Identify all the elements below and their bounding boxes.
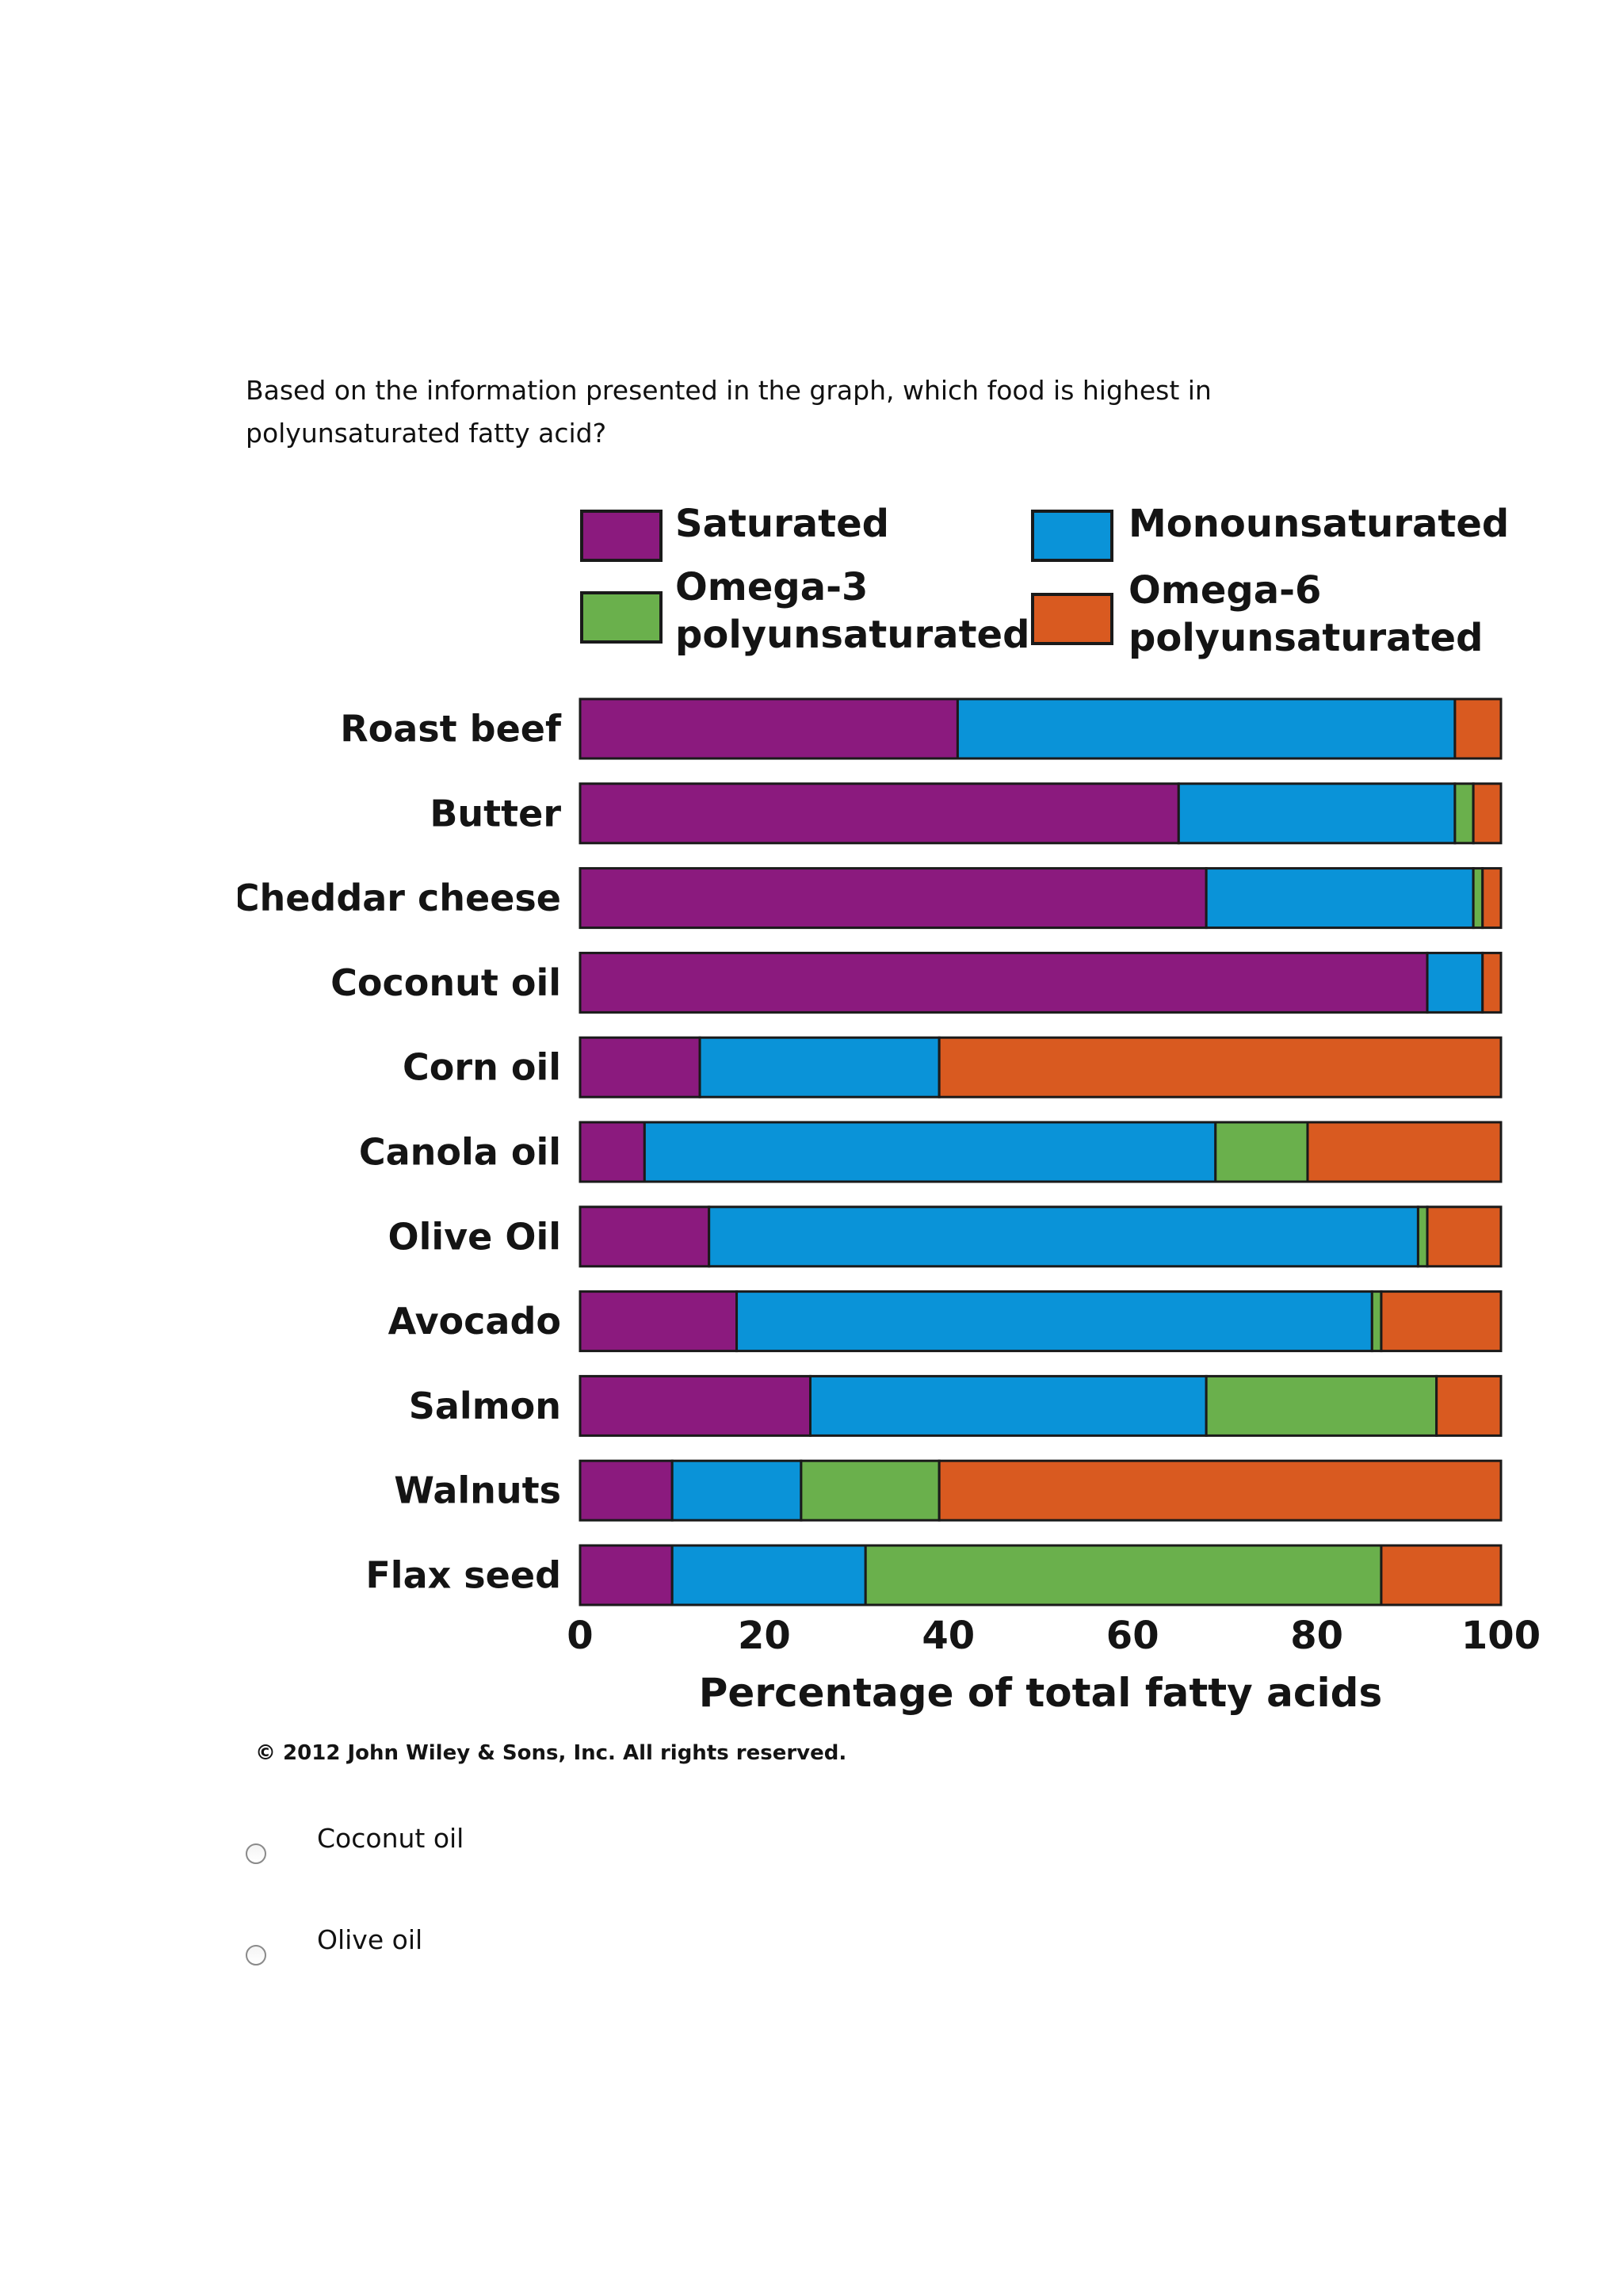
bar-segment: [864, 1544, 1383, 1606]
bar-segment: [579, 1374, 812, 1437]
category-label-6: Olive Oil: [388, 1215, 561, 1258]
legend-swatch-0: [580, 510, 663, 562]
legend-swatch-1: [1031, 510, 1113, 562]
bar-segment: [708, 1205, 1419, 1268]
bar-segment: [670, 1544, 867, 1606]
category-label-1: Butter: [430, 792, 561, 835]
bar-segment: [1205, 867, 1475, 930]
bar-segment: [1472, 867, 1484, 930]
bar-segment: [1481, 867, 1503, 930]
bar-segment: [1426, 1205, 1503, 1268]
bar-segment: [1205, 1374, 1438, 1437]
answer-label: Coconut oil: [317, 1823, 464, 1854]
legend-label-3: Omega-6 polyunsaturated: [1128, 568, 1483, 660]
radio-button[interactable]: [246, 1843, 266, 1864]
bar-segment: [670, 1459, 803, 1522]
category-label-2: Cheddar cheese: [238, 877, 561, 919]
bar-segment: [643, 1121, 1217, 1183]
legend-label-2: Omega-3 polyunsaturated: [675, 565, 1029, 657]
category-label-5: Canola oil: [359, 1131, 561, 1174]
bar-segment: [735, 1290, 1373, 1353]
answer-option-olive-oil[interactable]: Olive oil: [246, 1924, 422, 1966]
bar-segment: [579, 1036, 701, 1098]
category-label-4: Corn oil: [403, 1046, 561, 1089]
bar-segment: [1453, 782, 1475, 845]
legend-swatch-3: [1031, 593, 1113, 645]
category-label-3: Coconut oil: [330, 961, 561, 1004]
bar-segment: [800, 1459, 941, 1522]
x-tick-label-4: 80: [1290, 1614, 1343, 1658]
bar-segment: [579, 951, 1429, 1014]
answer-label: Olive oil: [317, 1924, 423, 1955]
legend-label-1: Monounsaturated: [1128, 502, 1509, 546]
x-tick-label-0: 0: [567, 1614, 593, 1658]
x-tick-label-5: 100: [1461, 1614, 1541, 1658]
bar-segment: [1370, 1290, 1383, 1353]
bar-segment: [938, 1036, 1503, 1098]
bar-segment: [1481, 951, 1503, 1014]
category-label-9: Walnuts: [394, 1469, 561, 1512]
x-tick-label-1: 20: [738, 1614, 791, 1658]
bar-segment: [1453, 697, 1503, 760]
bar-segment: [579, 697, 959, 760]
bar-segment: [1416, 1205, 1429, 1268]
x-tick-label-3: 60: [1106, 1614, 1159, 1658]
category-label-0: Roast beef: [340, 708, 562, 751]
bar-segment: [809, 1374, 1208, 1437]
bar-segment: [579, 1544, 674, 1606]
x-axis-label: Percentage of total fatty acids: [699, 1670, 1382, 1716]
category-label-7: Avocado: [388, 1300, 561, 1343]
legend-swatch-2: [580, 591, 663, 644]
bar-segment: [579, 1121, 646, 1183]
bar-segment: [1435, 1374, 1503, 1437]
bar-segment: [1306, 1121, 1503, 1183]
bar-segment: [1214, 1121, 1309, 1183]
bar-segment: [698, 1036, 941, 1098]
bar-segment: [956, 697, 1457, 760]
bar-segment: [1380, 1544, 1503, 1606]
bar-segment: [579, 782, 1180, 845]
answer-option-coconut-oil[interactable]: Coconut oil: [246, 1823, 464, 1864]
bar-segment: [579, 867, 1208, 930]
radio-button[interactable]: [246, 1945, 266, 1966]
bar-segment: [1472, 782, 1503, 845]
bar-segment: [1177, 782, 1457, 845]
question-text: Based on the information presented in th…: [246, 375, 1212, 449]
category-label-8: Salmon: [409, 1385, 561, 1427]
bar-segment: [1426, 951, 1484, 1014]
bar-segment: [1380, 1290, 1503, 1353]
legend-label-0: Saturated: [675, 502, 889, 546]
bar-segment: [938, 1459, 1503, 1522]
category-label-10: Flax seed: [365, 1554, 561, 1597]
copyright-credit: © 2012 John Wiley & Sons, Inc. All right…: [255, 1741, 846, 1765]
bar-segment: [579, 1205, 711, 1268]
fatty-acid-chart: Saturated Monounsaturated Omega-3 polyunsat…: [238, 502, 1541, 1765]
bar-segment: [579, 1459, 674, 1522]
bar-segment: [579, 1290, 739, 1353]
x-tick-label-2: 40: [922, 1614, 975, 1658]
